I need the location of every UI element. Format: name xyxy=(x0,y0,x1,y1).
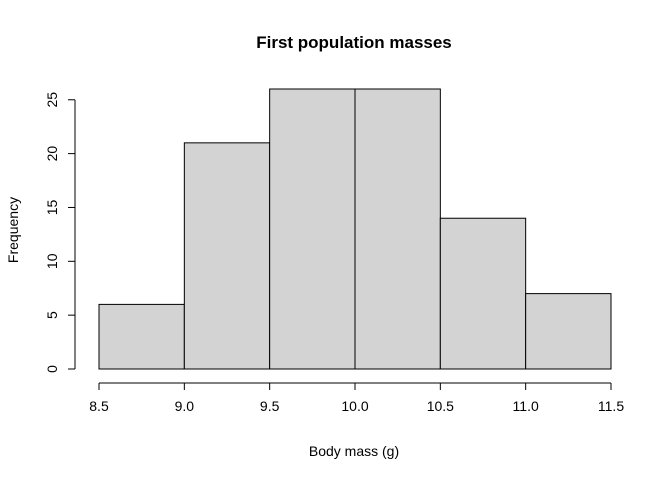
histogram-bar xyxy=(439,217,527,370)
x-axis-label: Body mass (g) xyxy=(309,443,399,459)
y-tick-label: 10 xyxy=(44,253,60,269)
chart-title: First population masses xyxy=(256,33,452,52)
x-tick-label: 11.5 xyxy=(598,398,624,414)
histogram-bar xyxy=(269,88,356,370)
bars-group xyxy=(98,88,612,370)
x-tick-label: 9.0 xyxy=(175,398,195,414)
histogram-bar xyxy=(183,142,271,370)
y-axis: 0 5 10 15 20 25 xyxy=(44,92,76,373)
y-tick-label: 0 xyxy=(44,365,60,373)
x-tick-label: 10.5 xyxy=(427,398,454,414)
y-tick-label: 20 xyxy=(44,146,60,162)
x-tick-label: 8.5 xyxy=(89,398,109,414)
histogram-bar xyxy=(525,293,612,370)
y-tick-label: 15 xyxy=(44,199,60,215)
histogram-bar xyxy=(98,303,185,370)
y-tick-label: 25 xyxy=(44,92,60,108)
x-axis: 8.5 9.0 9.5 10.0 10.5 11.0 11.5 xyxy=(89,382,624,414)
y-axis-label: Frequency xyxy=(5,197,21,263)
x-tick-label: 10.0 xyxy=(341,398,368,414)
x-tick-label: 11.0 xyxy=(513,398,539,414)
histogram-bar xyxy=(354,88,441,370)
y-tick-label: 5 xyxy=(44,311,60,319)
x-tick-label: 9.5 xyxy=(260,398,280,414)
